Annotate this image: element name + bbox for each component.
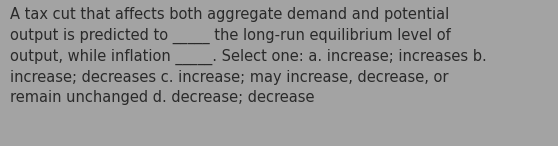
Text: A tax cut that affects both aggregate demand and potential
output is predicted t: A tax cut that affects both aggregate de…	[10, 7, 487, 105]
